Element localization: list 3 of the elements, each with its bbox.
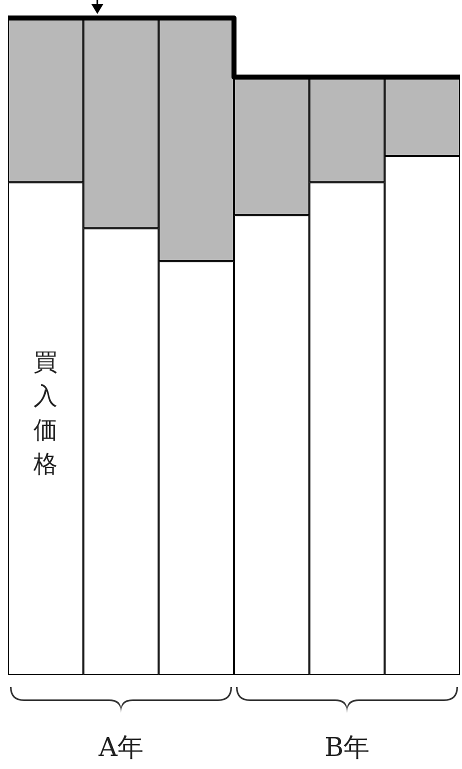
x-tick-label: B年	[324, 733, 370, 763]
x-tick-label: A年	[98, 733, 144, 763]
annotation: 買入価格	[32, 347, 59, 480]
